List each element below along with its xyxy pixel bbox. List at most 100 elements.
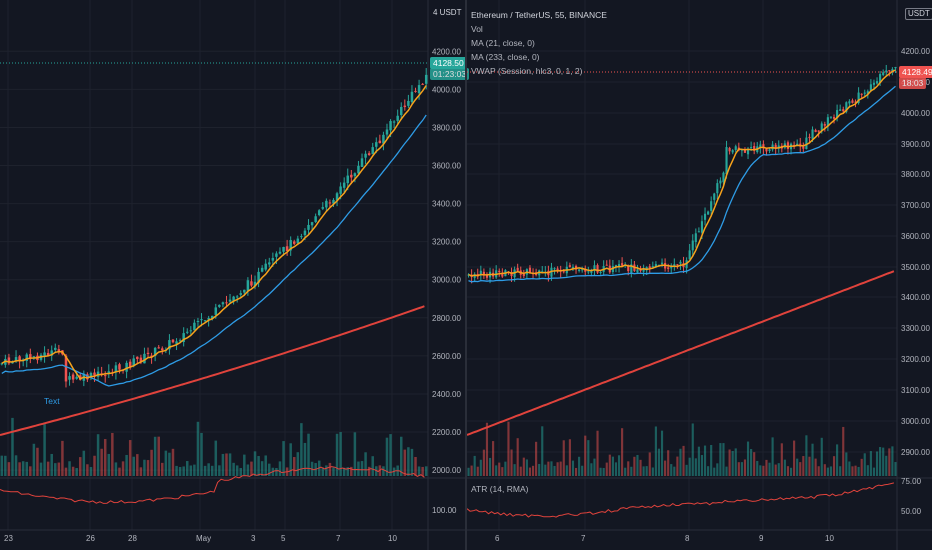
candle-body (178, 340, 182, 342)
candle-body (648, 266, 651, 268)
candle-body (799, 143, 802, 147)
candle-body (342, 182, 346, 188)
left-chart[interactable]: 4200.00 4000.00 3800.00 3600.00 3400.00 3200.… (0, 0, 465, 550)
volume-bar (562, 440, 565, 476)
legend-symbol[interactable]: Ethereum / TetherUS, 55, BINANCE (471, 10, 607, 20)
volume-bar (756, 460, 759, 476)
candle-body (820, 123, 823, 131)
volume-bar (639, 459, 642, 476)
candle-body (498, 270, 501, 273)
x-tick-label: 6 (495, 534, 500, 543)
currency-selector[interactable]: 4 USDT (431, 8, 464, 18)
candle-body (214, 307, 218, 315)
y-tick-label: 4200.00 (432, 47, 461, 56)
candle-body (510, 272, 513, 277)
volume-bar (789, 467, 793, 476)
candle-body (826, 117, 829, 127)
candle-body (136, 356, 139, 360)
volume-bar (642, 466, 645, 476)
candle-body (150, 355, 153, 357)
volume-bar (728, 449, 731, 476)
volume-bar (473, 455, 476, 476)
volume-bar (817, 466, 820, 476)
volume-bar (633, 456, 636, 476)
candle-body (642, 268, 645, 272)
y-tick-label: 3600.00 (901, 232, 930, 241)
candle-body (621, 263, 624, 266)
volume-bar (118, 467, 121, 476)
candle-body (357, 165, 360, 174)
volume-bar (614, 462, 618, 476)
candle-body (118, 364, 121, 370)
candle-body (839, 109, 842, 111)
volume-bar (25, 461, 28, 476)
candle-body (832, 117, 836, 119)
volume-bar (178, 467, 182, 476)
volume-bar (350, 466, 353, 476)
candle-body (851, 100, 854, 103)
candle-body (522, 274, 525, 277)
y-tick-label: 3000.00 (432, 276, 461, 285)
volume-bar (574, 467, 578, 476)
chart-divider[interactable] (465, 0, 467, 550)
candle-body (424, 74, 428, 84)
candle-body (716, 183, 719, 194)
candle-body (196, 320, 200, 323)
volume-bar (407, 447, 410, 476)
candle-body (703, 213, 707, 220)
volume-bar (289, 443, 292, 476)
candle-body (728, 147, 731, 152)
candle-body (307, 224, 310, 230)
y-tick-label: 2900.00 (901, 448, 930, 457)
volume-bar (132, 456, 135, 476)
volume-bar (783, 459, 786, 476)
candle-body (103, 375, 107, 377)
candle-body (378, 140, 382, 144)
y-tick-label: 3100.00 (901, 386, 930, 395)
atr-legend[interactable]: ATR (14, RMA) (471, 484, 529, 494)
volume-bar (342, 467, 346, 476)
volume-bar (161, 462, 164, 476)
volume-bar (157, 436, 160, 476)
candle-body (50, 350, 53, 356)
candle-body (713, 193, 716, 200)
text-drawing[interactable]: Text (44, 396, 60, 406)
volume-bar (691, 423, 694, 476)
volume-bar (424, 466, 428, 476)
volume-bar (501, 467, 504, 476)
legend-ma21[interactable]: MA (21, close, 0) (471, 38, 535, 48)
legend-ma233[interactable]: MA (233, close, 0) (471, 52, 540, 62)
currency-selector[interactable]: USDT (905, 8, 932, 20)
candle-body (660, 262, 664, 264)
x-tick-label: 3 (251, 534, 256, 543)
volume-bar (325, 465, 328, 476)
y-tick-label: 3400.00 (901, 293, 930, 302)
candle-body (590, 270, 593, 273)
candle-body (691, 240, 694, 251)
candle-body (225, 302, 228, 304)
candle-body (218, 304, 221, 307)
volume-bar (762, 465, 765, 476)
volume-bar (811, 443, 814, 476)
candle-body (400, 106, 403, 116)
x-tick-label: 26 (86, 534, 95, 543)
legend-vwap[interactable]: VWAP (Session, hlc3, 0, 1, 2) (471, 66, 583, 76)
volume-bar (275, 467, 278, 476)
atr-line (0, 466, 425, 504)
volume-bar (332, 467, 335, 476)
candle-body (289, 240, 292, 251)
volume-bar (888, 448, 891, 476)
x-tick-label: 9 (759, 534, 764, 543)
candle-body (516, 267, 519, 271)
right-chart[interactable]: 4200.004100.004000.003900.003800.003700.… (467, 0, 932, 550)
volume-bar (400, 436, 403, 476)
volume-bar (57, 462, 61, 476)
legend-vol[interactable]: Vol (471, 24, 483, 34)
volume-bar (565, 465, 568, 476)
volume-bar (260, 461, 264, 476)
volume-bar (808, 456, 811, 476)
volume-bar (740, 462, 743, 476)
candle-body (339, 186, 342, 194)
volume-bar (470, 465, 473, 476)
volume-bar (403, 449, 407, 476)
